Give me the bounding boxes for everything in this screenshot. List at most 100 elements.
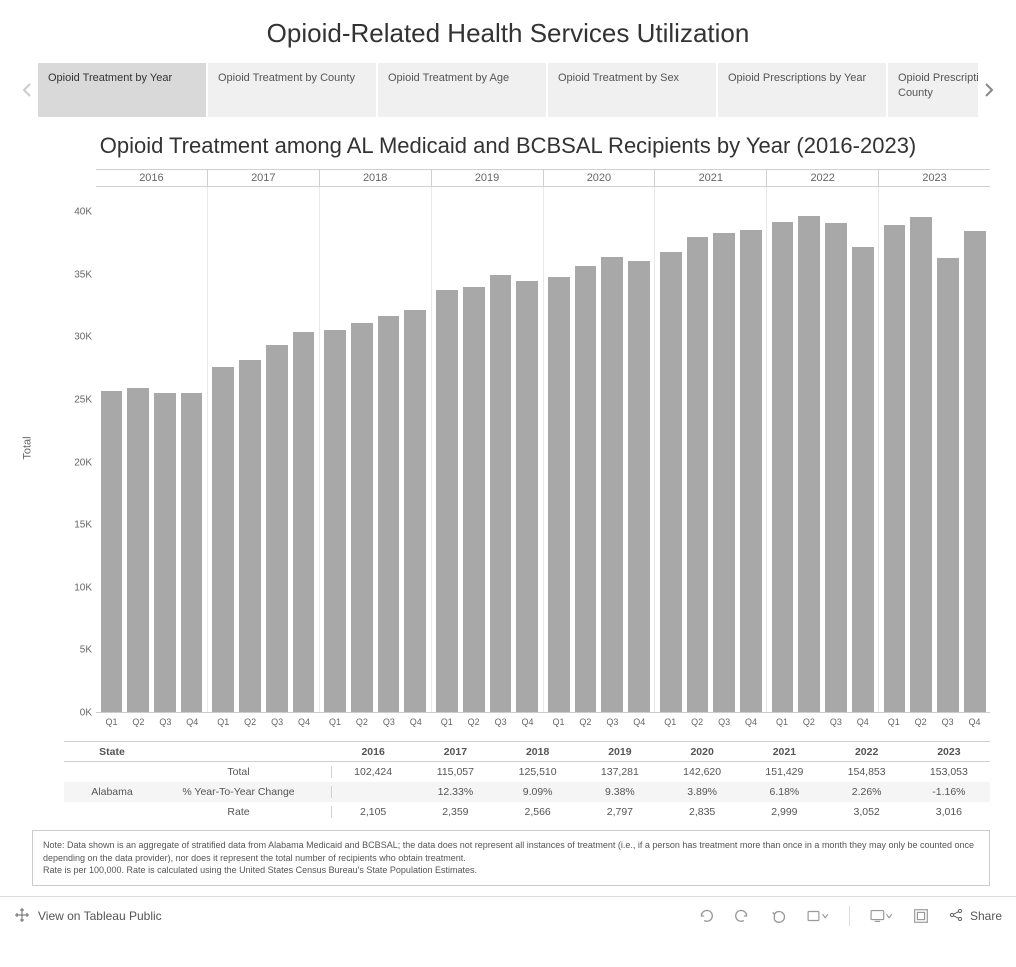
x-label: Q1 (545, 713, 572, 727)
table-cell: 2,835 (661, 806, 743, 818)
bar[interactable] (964, 231, 986, 712)
device-dropdown-icon[interactable] (868, 907, 894, 925)
state-header: State (64, 746, 154, 758)
bar[interactable] (825, 223, 847, 712)
bar[interactable] (266, 345, 288, 713)
y-tick: 20K (74, 457, 92, 468)
bar[interactable] (404, 310, 426, 713)
table-cell: 9.38% (579, 786, 661, 798)
metric-label: % Year-To-Year Change (154, 786, 332, 798)
table-body: Total102,424115,057125,510137,281142,620… (64, 762, 990, 822)
tab-2[interactable]: Opioid Treatment by Age (378, 63, 546, 117)
bar[interactable] (293, 332, 315, 712)
bar[interactable] (575, 266, 597, 712)
tab-1[interactable]: Opioid Treatment by County (208, 63, 376, 117)
bar[interactable] (378, 316, 400, 712)
table-year-header: 2017 (414, 746, 496, 758)
year-headers: 20162017201820192020202120222023 (96, 169, 990, 187)
x-year-group: Q1Q2Q3Q4 (96, 713, 208, 727)
x-year-group: Q1Q2Q3Q4 (767, 713, 879, 727)
table-cell: 137,281 (579, 766, 661, 778)
y-tick: 15K (74, 520, 92, 531)
x-label: Q2 (348, 713, 375, 727)
chart-title: Opioid Treatment among AL Medicaid and B… (16, 133, 1000, 159)
bar[interactable] (239, 360, 261, 713)
table-header-row: State 20162017201820192020202120222023 (64, 742, 990, 762)
x-label: Q4 (179, 713, 206, 727)
x-label: Q2 (907, 713, 934, 727)
table-year-header: 2016 (332, 746, 414, 758)
view-on-tableau-link[interactable]: View on Tableau Public (14, 907, 162, 926)
replay-icon[interactable] (769, 907, 787, 925)
table-year-header: 2018 (497, 746, 579, 758)
table-row: Alabama% Year-To-Year Change12.33%9.09%9… (64, 782, 990, 802)
table-cell: 154,853 (826, 766, 908, 778)
bar[interactable] (772, 222, 794, 712)
bar[interactable] (516, 281, 538, 712)
y-tick: 30K (74, 332, 92, 343)
metric-label: Rate (154, 806, 332, 818)
tab-3[interactable]: Opioid Treatment by Sex (548, 63, 716, 117)
bar[interactable] (324, 330, 346, 713)
x-label: Q2 (684, 713, 711, 727)
view-on-tableau-label: View on Tableau Public (38, 909, 162, 923)
x-label: Q3 (152, 713, 179, 727)
bar[interactable] (910, 217, 932, 712)
x-label: Q3 (822, 713, 849, 727)
table-cell: 151,429 (743, 766, 825, 778)
year-header: 2019 (432, 170, 544, 186)
tabs-next-arrow[interactable] (978, 65, 1000, 115)
x-year-group: Q1Q2Q3Q4 (208, 713, 320, 727)
bar[interactable] (490, 275, 512, 713)
share-label: Share (970, 909, 1002, 923)
bar[interactable] (798, 216, 820, 712)
bar[interactable] (154, 393, 176, 712)
tabs-container: Opioid Treatment by YearOpioid Treatment… (38, 63, 978, 117)
tabs-row: Opioid Treatment by YearOpioid Treatment… (16, 63, 1000, 117)
bar[interactable] (351, 323, 373, 712)
chart-area: Total 20162017201820192020202120222023 0… (16, 169, 1000, 727)
footer-divider (849, 906, 850, 926)
year-group (767, 187, 879, 712)
bar[interactable] (181, 393, 203, 712)
share-button[interactable]: Share (948, 907, 1002, 926)
tab-0[interactable]: Opioid Treatment by Year (38, 63, 206, 117)
bar[interactable] (628, 261, 650, 712)
year-group (655, 187, 767, 712)
x-label: Q1 (657, 713, 684, 727)
data-table: State 20162017201820192020202120222023 T… (64, 741, 990, 822)
bar[interactable] (601, 257, 623, 712)
bar[interactable] (740, 230, 762, 713)
bar[interactable] (548, 277, 570, 712)
bar[interactable] (127, 388, 149, 712)
bar[interactable] (852, 247, 874, 712)
x-label: Q4 (291, 713, 318, 727)
table-cell: 3,016 (908, 806, 990, 818)
bar[interactable] (436, 290, 458, 713)
tab-4[interactable]: Opioid Prescriptions by Year (718, 63, 886, 117)
y-axis-label: Total (22, 436, 34, 459)
year-header: 2023 (879, 170, 990, 186)
x-label: Q2 (572, 713, 599, 727)
tab-5[interactable]: Opioid Prescriptions by County (888, 63, 978, 117)
year-header: 2022 (767, 170, 879, 186)
redo-icon[interactable] (733, 907, 751, 925)
bar[interactable] (101, 391, 123, 712)
tabs-prev-arrow[interactable] (16, 65, 38, 115)
bar[interactable] (884, 225, 906, 713)
bar[interactable] (463, 287, 485, 712)
undo-icon[interactable] (697, 907, 715, 925)
bar[interactable] (687, 237, 709, 712)
note-line-2: Rate is per 100,000. Rate is calculated … (43, 864, 979, 877)
footer-right: Share (697, 906, 1002, 926)
bar[interactable] (713, 233, 735, 712)
fullscreen-icon[interactable] (912, 907, 930, 925)
bar[interactable] (660, 252, 682, 712)
x-label: Q1 (98, 713, 125, 727)
state-cell: Alabama (64, 786, 154, 798)
x-year-group: Q1Q2Q3Q4 (320, 713, 432, 727)
x-label: Q2 (460, 713, 487, 727)
bar[interactable] (937, 258, 959, 712)
bar[interactable] (212, 367, 234, 712)
reset-dropdown-icon[interactable] (805, 907, 831, 925)
